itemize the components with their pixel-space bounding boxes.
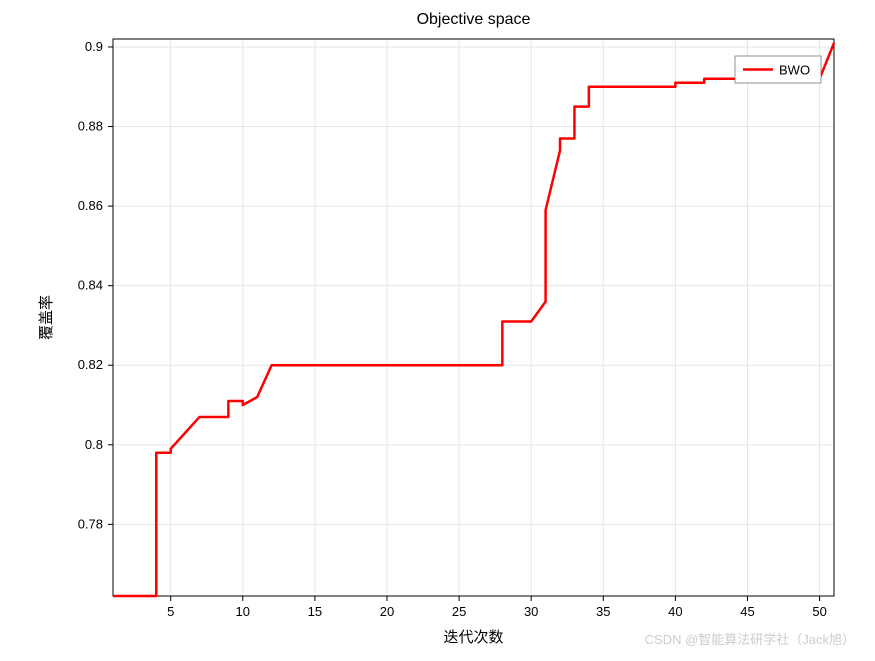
ytick-label: 0.82 [78, 357, 103, 372]
plot-area [113, 39, 834, 596]
xtick-label: 5 [167, 604, 174, 619]
ytick-label: 0.78 [78, 516, 103, 531]
xtick-label: 45 [740, 604, 754, 619]
ytick-label: 0.84 [78, 278, 103, 293]
ytick-label: 0.8 [85, 437, 103, 452]
xtick-label: 40 [668, 604, 682, 619]
xtick-label: 50 [812, 604, 826, 619]
ytick-label: 0.88 [78, 119, 103, 134]
chart-title: Objective space [417, 11, 531, 28]
legend-label: BWO [779, 63, 810, 78]
ytick-label: 0.9 [85, 39, 103, 54]
chart-container: 5 10 15 20 25 30 35 40 45 50 0.78 0.8 0.82 0.84 0.86 0.… [0, 0, 875, 656]
xtick-label: 30 [524, 604, 538, 619]
ylabel: 覆盖率 [38, 295, 55, 340]
xtick-label: 25 [452, 604, 466, 619]
watermark-text: CSDN @智能算法研学社（Jack旭） [645, 629, 855, 648]
ytick-label: 0.86 [78, 198, 103, 213]
xtick-label: 35 [596, 604, 610, 619]
xtick-label: 20 [380, 604, 394, 619]
xlabel: 迭代次数 [443, 629, 503, 646]
chart-svg: 5 10 15 20 25 30 35 40 45 50 0.78 0.8 0.82 0.84 0.86 0.… [0, 0, 875, 656]
xtick-label: 15 [308, 604, 322, 619]
xtick-label: 10 [236, 604, 250, 619]
